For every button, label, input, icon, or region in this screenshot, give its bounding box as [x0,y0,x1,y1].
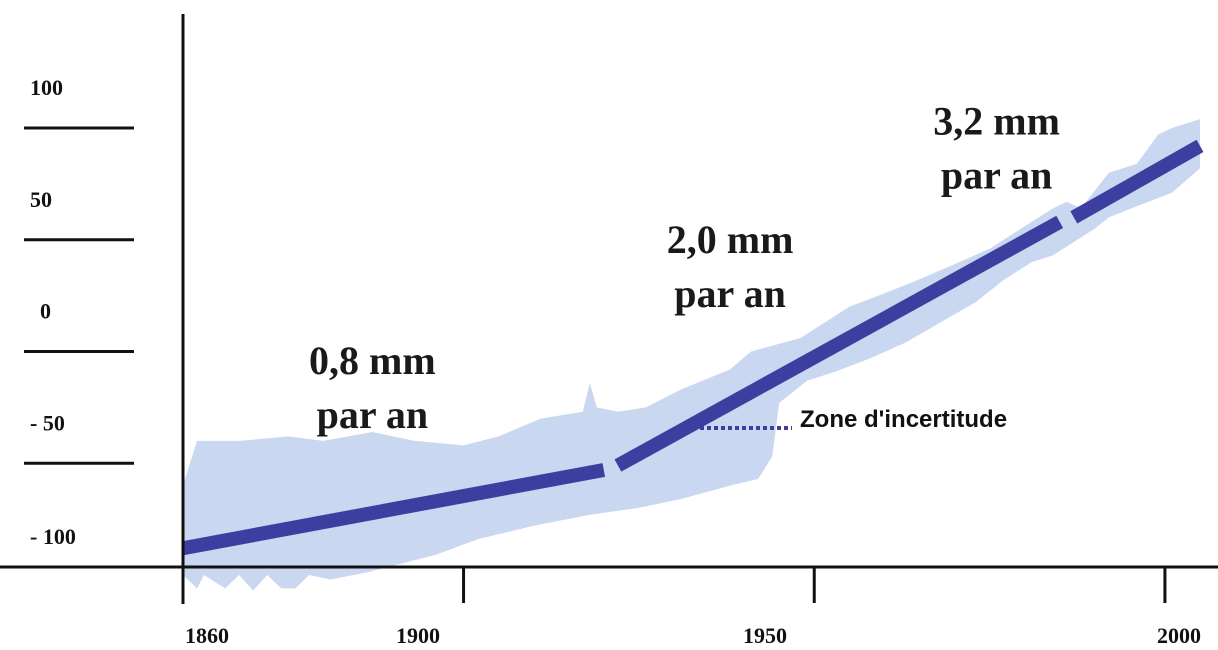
uncertainty-band-layer [183,119,1200,591]
rate-annotation-3-line-2: par an [941,153,1053,198]
annotations-layer: 0,8 mm par an 2,0 mm par an 3,2 mm par an [309,99,1060,437]
trend-segment-1 [181,463,606,556]
x-tick-label-1900: 1900 [396,623,440,648]
rate-annotation-1-line-1: 0,8 mm [309,338,436,383]
x-tick-label-1860: 1860 [185,623,229,648]
rate-annotation-1-line-2: par an [317,392,429,437]
trend-segment-2 [614,215,1064,472]
trend-segment-3 [1070,139,1204,224]
legend: Zone d'incertitude [700,406,1007,433]
legend-label: Zone d'incertitude [800,406,1007,433]
y-tick-label-4: - 100 [30,524,76,549]
y-tick-label-1: 50 [30,187,52,212]
trend-lines-layer [181,139,1204,556]
rate-annotation-2-line-1: 2,0 mm [667,217,794,262]
axes-layer: 1860 1900 1950 2000 100 50 0 - 50 - 100 [0,14,1218,648]
y-tick-label-3: - 50 [30,410,65,435]
y-tick-label-2: 0 [40,299,51,324]
x-tick-label-2000: 2000 [1157,623,1201,648]
rate-annotation-3-line-1: 3,2 mm [933,99,1060,144]
uncertainty-band [183,119,1200,591]
rate-annotation-2-line-2: par an [674,271,786,316]
x-tick-label-1950: 1950 [743,623,787,648]
y-tick-label-0: 100 [30,75,63,100]
